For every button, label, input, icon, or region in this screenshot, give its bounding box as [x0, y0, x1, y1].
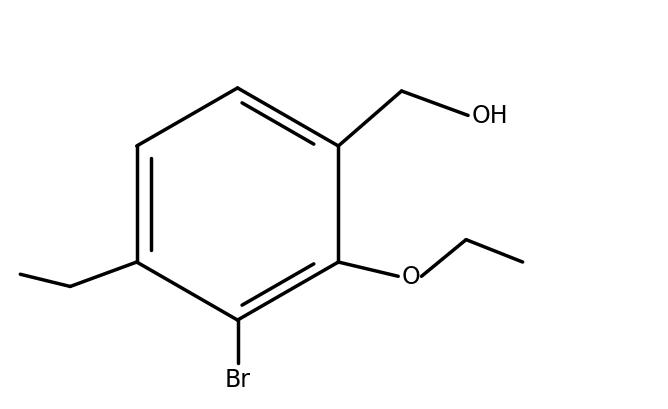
Text: OH: OH: [472, 104, 508, 128]
Text: O: O: [401, 265, 420, 289]
Text: Br: Br: [224, 367, 250, 391]
